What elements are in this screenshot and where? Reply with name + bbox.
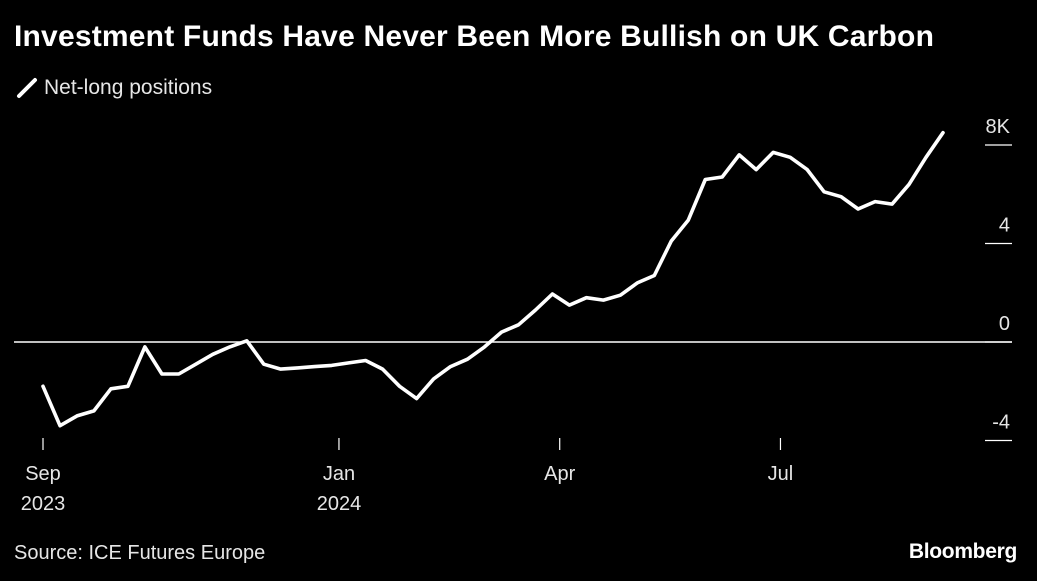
brand-logo: Bloomberg [908, 540, 1017, 563]
x-tick-sublabel: 2023 [21, 493, 66, 515]
legend-label: Net-long positions [44, 76, 213, 99]
series-line-net-long-positions [41, 130, 945, 428]
y-tick-label: 8K [986, 116, 1011, 138]
source-note: Source: ICE Futures Europe [14, 542, 266, 564]
x-tick-label: Jan [323, 463, 355, 485]
legend-line-swatch-icon [17, 78, 37, 98]
x-tick-label: Jul [768, 463, 794, 485]
legend: Net-long positions [16, 76, 212, 100]
x-tick-label: Apr [544, 463, 575, 485]
chart-title: Investment Funds Have Never Been More Bu… [14, 20, 935, 53]
y-tick-label: 4 [999, 215, 1010, 237]
x-tick-sublabel: 2024 [317, 493, 362, 515]
x-tick-label: Sep [25, 463, 61, 485]
y-tick-label: 0 [999, 313, 1010, 335]
y-tick-label: -4 [992, 412, 1010, 434]
